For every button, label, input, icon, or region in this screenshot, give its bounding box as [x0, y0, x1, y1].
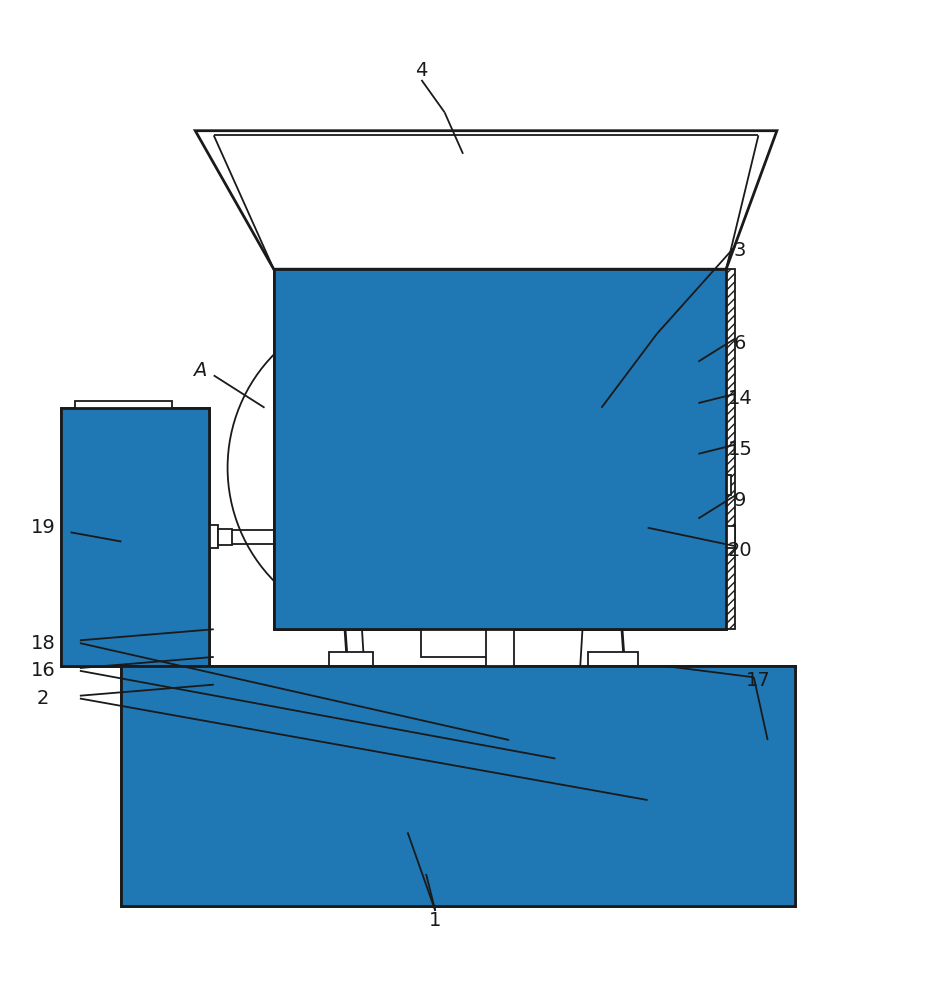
- Bar: [421, 629, 495, 657]
- Bar: [479, 574, 503, 629]
- Bar: [537, 418, 556, 475]
- Bar: [624, 418, 643, 475]
- Bar: [319, 418, 338, 475]
- Bar: [279, 475, 731, 495]
- Bar: [361, 348, 374, 392]
- Bar: [421, 348, 435, 392]
- Text: 3: 3: [733, 241, 746, 260]
- Bar: [633, 348, 647, 392]
- Bar: [664, 348, 677, 392]
- Text: 9: 9: [733, 490, 746, 510]
- Polygon shape: [365, 462, 501, 607]
- Bar: [698, 526, 735, 548]
- Text: 18: 18: [31, 634, 56, 653]
- Bar: [61, 408, 209, 666]
- Bar: [512, 348, 526, 392]
- Text: 1: 1: [429, 911, 442, 930]
- Bar: [450, 418, 469, 475]
- FancyBboxPatch shape: [65, 481, 182, 584]
- Bar: [572, 348, 586, 392]
- Bar: [200, 525, 219, 548]
- Text: 6: 6: [733, 334, 746, 353]
- Polygon shape: [195, 131, 777, 269]
- Bar: [486, 625, 514, 671]
- Bar: [274, 269, 726, 629]
- Bar: [603, 348, 617, 392]
- Bar: [329, 652, 373, 666]
- Text: 2: 2: [37, 689, 49, 708]
- Bar: [315, 392, 694, 412]
- Bar: [391, 348, 405, 392]
- Bar: [331, 348, 344, 392]
- Text: 14: 14: [728, 389, 752, 408]
- Bar: [61, 408, 209, 666]
- Bar: [121, 666, 795, 906]
- Bar: [398, 602, 519, 629]
- Text: 17: 17: [746, 671, 770, 690]
- Text: A: A: [194, 361, 206, 380]
- Text: 4: 4: [415, 61, 428, 80]
- Bar: [407, 418, 425, 475]
- Text: 16: 16: [31, 661, 56, 680]
- Bar: [452, 348, 465, 392]
- Bar: [293, 438, 347, 461]
- Bar: [177, 500, 188, 565]
- Bar: [698, 269, 735, 629]
- Bar: [581, 418, 599, 475]
- Text: 15: 15: [728, 440, 753, 459]
- Bar: [274, 463, 307, 629]
- Text: 20: 20: [728, 541, 752, 560]
- Bar: [543, 348, 556, 392]
- Bar: [75, 401, 172, 412]
- Bar: [219, 529, 232, 545]
- Bar: [274, 269, 726, 629]
- Text: 19: 19: [31, 518, 56, 537]
- Bar: [669, 418, 687, 475]
- Bar: [363, 418, 382, 475]
- Bar: [588, 652, 638, 666]
- Bar: [121, 666, 795, 906]
- Bar: [482, 348, 495, 392]
- Bar: [494, 418, 512, 475]
